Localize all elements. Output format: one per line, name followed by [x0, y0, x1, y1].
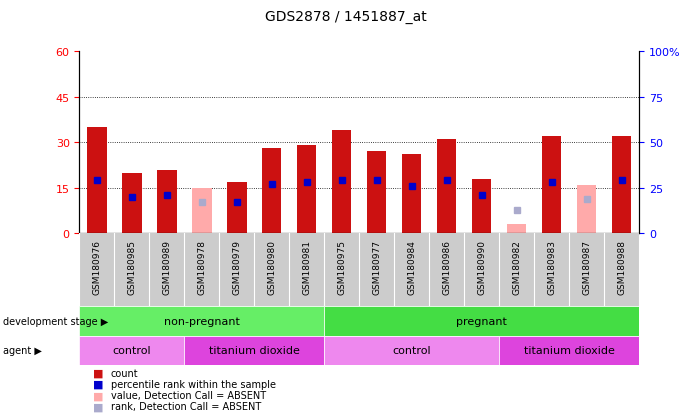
Text: ■: ■ [93, 379, 104, 389]
Text: GSM180984: GSM180984 [407, 240, 416, 294]
Text: control: control [113, 346, 151, 356]
Bar [437, 140, 456, 234]
Bar [499, 336, 639, 366]
Text: GSM180975: GSM180975 [337, 240, 346, 294]
Bar [612, 137, 632, 234]
Text: GSM180977: GSM180977 [372, 240, 381, 294]
Text: GSM180981: GSM180981 [303, 240, 312, 294]
Bar [324, 336, 499, 366]
Text: GDS2878 / 1451887_at: GDS2878 / 1451887_at [265, 10, 426, 24]
Text: GSM180978: GSM180978 [198, 240, 207, 294]
Bar [542, 137, 561, 234]
Text: ■: ■ [93, 401, 104, 411]
Text: pregnant: pregnant [456, 316, 507, 326]
Text: value, Detection Call = ABSENT: value, Detection Call = ABSENT [111, 390, 265, 400]
Text: count: count [111, 368, 138, 378]
Text: ■: ■ [93, 390, 104, 400]
Text: agent ▶: agent ▶ [3, 346, 42, 356]
Text: titanium dioxide: titanium dioxide [524, 346, 615, 356]
Bar [87, 128, 106, 234]
Bar [577, 185, 596, 234]
Text: control: control [392, 346, 431, 356]
Bar [324, 306, 639, 336]
Text: ■: ■ [93, 368, 104, 378]
Text: rank, Detection Call = ABSENT: rank, Detection Call = ABSENT [111, 401, 261, 411]
Text: GSM180980: GSM180980 [267, 240, 276, 294]
Bar [184, 336, 324, 366]
Bar [227, 182, 247, 234]
Text: GSM180985: GSM180985 [127, 240, 136, 294]
Text: development stage ▶: development stage ▶ [3, 316, 108, 326]
Text: GSM180979: GSM180979 [232, 240, 241, 294]
Text: GSM180986: GSM180986 [442, 240, 451, 294]
Bar [79, 336, 184, 366]
Bar [263, 149, 281, 234]
Text: non-pregnant: non-pregnant [164, 316, 240, 326]
Bar [79, 306, 324, 336]
Text: GSM180989: GSM180989 [162, 240, 171, 294]
Text: percentile rank within the sample: percentile rank within the sample [111, 379, 276, 389]
Text: GSM180982: GSM180982 [512, 240, 521, 294]
Bar [332, 131, 352, 234]
Bar [367, 152, 386, 234]
Bar [297, 146, 316, 234]
Text: titanium dioxide: titanium dioxide [209, 346, 300, 356]
Text: GSM180987: GSM180987 [583, 240, 591, 294]
Bar [192, 188, 211, 234]
Text: GSM180990: GSM180990 [477, 240, 486, 294]
Text: GSM180983: GSM180983 [547, 240, 556, 294]
Bar [402, 155, 422, 234]
Text: GSM180976: GSM180976 [93, 240, 102, 294]
Bar [158, 170, 176, 234]
Text: GSM180988: GSM180988 [617, 240, 626, 294]
Bar [507, 225, 527, 234]
Bar [122, 173, 142, 234]
Bar [472, 179, 491, 234]
